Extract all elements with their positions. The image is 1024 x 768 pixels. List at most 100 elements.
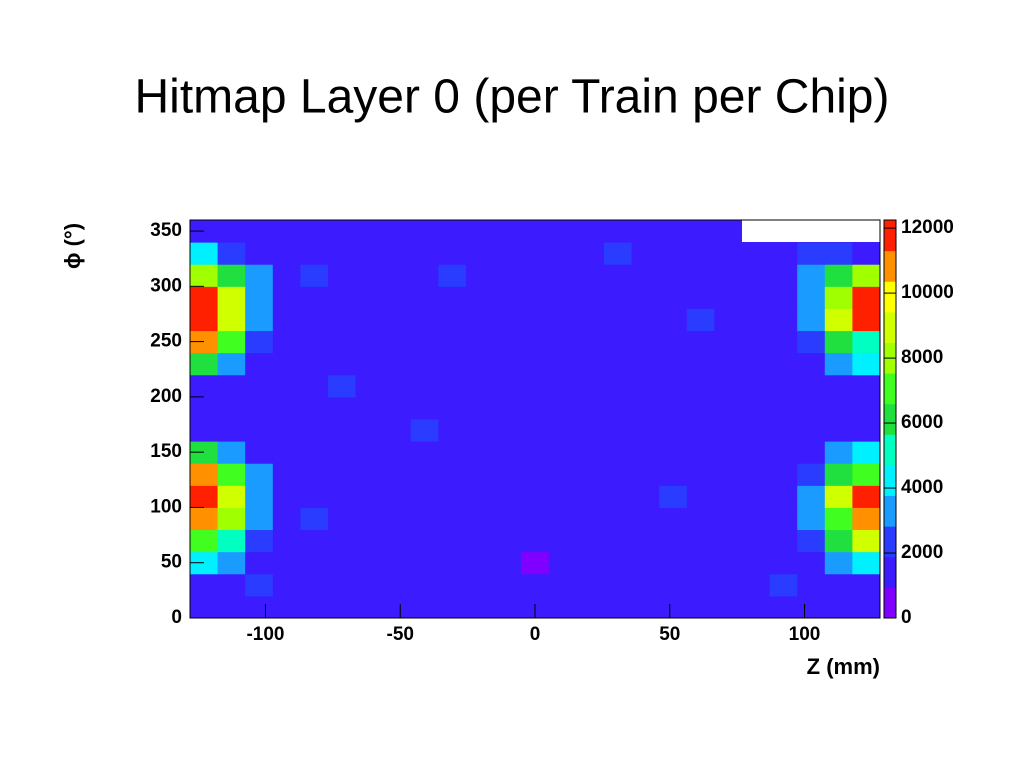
cell bbox=[272, 485, 301, 508]
cell bbox=[217, 286, 246, 309]
cell bbox=[576, 396, 605, 420]
cell bbox=[190, 573, 219, 597]
cell bbox=[521, 308, 550, 332]
cell bbox=[742, 330, 771, 354]
cell bbox=[466, 595, 495, 619]
cell bbox=[576, 573, 605, 597]
cell bbox=[521, 264, 550, 287]
colorbar-band bbox=[884, 495, 896, 527]
cell bbox=[383, 330, 412, 354]
x-tick-label: 100 bbox=[789, 624, 821, 645]
cell bbox=[548, 286, 577, 309]
cell bbox=[604, 507, 633, 531]
cell bbox=[576, 507, 605, 531]
cell bbox=[355, 396, 384, 420]
y-tick-label: 200 bbox=[150, 386, 182, 407]
cell bbox=[438, 419, 467, 442]
cell bbox=[438, 573, 467, 597]
cell bbox=[493, 463, 522, 486]
x-tick-label: -100 bbox=[246, 624, 284, 645]
cell bbox=[742, 595, 771, 619]
cell bbox=[659, 264, 688, 287]
cell bbox=[410, 507, 439, 531]
cell bbox=[493, 352, 522, 376]
cell bbox=[410, 374, 439, 398]
cell bbox=[686, 595, 715, 619]
cell bbox=[245, 286, 274, 309]
cell bbox=[300, 595, 329, 619]
cell bbox=[217, 551, 246, 575]
cell bbox=[245, 220, 274, 243]
cell bbox=[355, 551, 384, 575]
cell bbox=[410, 352, 439, 376]
cell bbox=[355, 485, 384, 508]
cell bbox=[769, 352, 798, 376]
cell bbox=[824, 595, 853, 619]
cell bbox=[190, 264, 219, 287]
cell bbox=[742, 485, 771, 508]
cell bbox=[272, 595, 301, 619]
cell bbox=[797, 485, 826, 508]
cell bbox=[272, 374, 301, 398]
cell bbox=[300, 396, 329, 420]
cell bbox=[272, 220, 301, 243]
cell bbox=[383, 573, 412, 597]
cell bbox=[521, 573, 550, 597]
cell bbox=[410, 485, 439, 508]
cell bbox=[631, 264, 660, 287]
cell bbox=[604, 595, 633, 619]
cell bbox=[852, 463, 881, 486]
colorbar-band bbox=[884, 556, 896, 588]
cell bbox=[631, 396, 660, 420]
cell bbox=[190, 463, 219, 486]
cell bbox=[217, 352, 246, 376]
cell bbox=[631, 595, 660, 619]
y-tick-label: 50 bbox=[161, 552, 182, 573]
cell bbox=[742, 419, 771, 442]
cell bbox=[300, 330, 329, 354]
z-tick-label: 10000 bbox=[901, 282, 954, 303]
y-tick-label: 300 bbox=[150, 275, 182, 296]
cell bbox=[300, 507, 329, 531]
cell bbox=[300, 463, 329, 486]
cell bbox=[659, 551, 688, 575]
cell bbox=[631, 551, 660, 575]
cell bbox=[217, 595, 246, 619]
cell bbox=[466, 264, 495, 287]
cell bbox=[824, 286, 853, 309]
cell bbox=[328, 330, 357, 354]
cell bbox=[576, 286, 605, 309]
cell bbox=[466, 352, 495, 376]
cell bbox=[797, 242, 826, 265]
cell bbox=[328, 595, 357, 619]
cell bbox=[631, 220, 660, 243]
cell bbox=[466, 242, 495, 265]
cell bbox=[604, 352, 633, 376]
cell bbox=[190, 507, 219, 531]
cell bbox=[355, 573, 384, 597]
cell bbox=[576, 441, 605, 464]
cell bbox=[548, 374, 577, 398]
cell bbox=[852, 573, 881, 597]
cell bbox=[852, 264, 881, 287]
cell bbox=[410, 396, 439, 420]
cell bbox=[493, 441, 522, 464]
cell bbox=[769, 374, 798, 398]
x-tick-label: 0 bbox=[530, 624, 541, 645]
cell bbox=[245, 264, 274, 287]
cell bbox=[686, 352, 715, 376]
cell bbox=[714, 330, 743, 354]
cell bbox=[769, 507, 798, 531]
cell bbox=[493, 529, 522, 553]
cell bbox=[797, 264, 826, 287]
cell bbox=[355, 352, 384, 376]
cell bbox=[659, 374, 688, 398]
cell bbox=[245, 529, 274, 553]
cell bbox=[659, 308, 688, 332]
cell bbox=[466, 286, 495, 309]
cell bbox=[217, 485, 246, 508]
cell bbox=[797, 573, 826, 597]
cell bbox=[245, 595, 274, 619]
cell bbox=[852, 308, 881, 332]
cell bbox=[548, 551, 577, 575]
